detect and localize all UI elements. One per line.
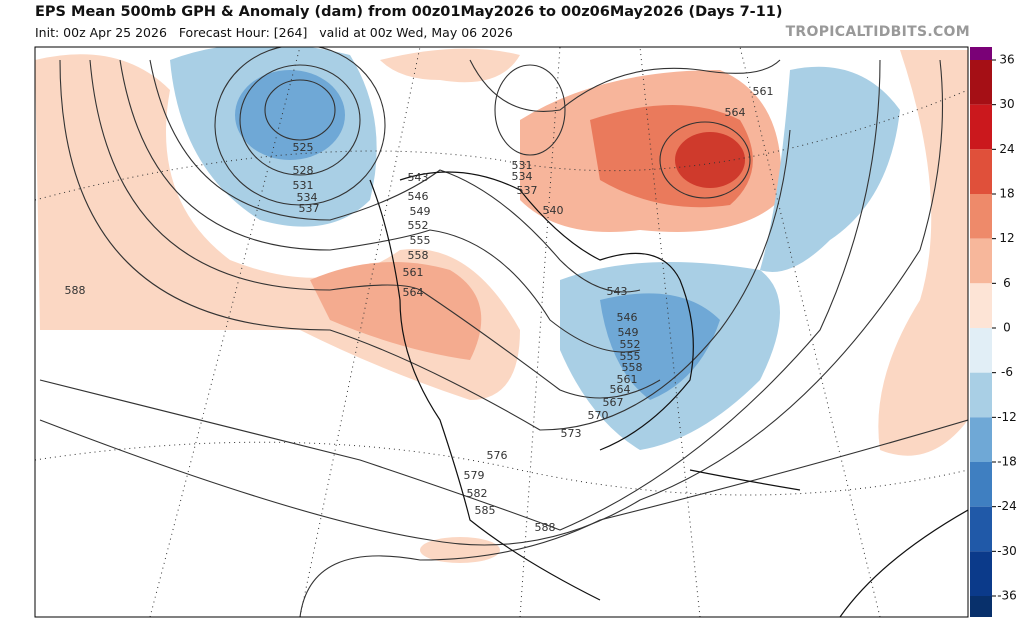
contour-label: 558 (622, 361, 643, 374)
contour-label: 543 (408, 171, 429, 184)
colorbar-label: -6 (1001, 365, 1013, 379)
contour-label: 588 (65, 284, 86, 297)
contour-label: 555 (620, 350, 641, 363)
contour-label: 558 (408, 249, 429, 262)
colorbar-segment (970, 104, 992, 150)
contour-label: 525 (293, 141, 314, 154)
subtitle: Init: 00z Apr 25 2026 Forecast Hour: [26… (35, 25, 513, 40)
contour-label: 549 (410, 205, 431, 218)
contours (39, 47, 968, 617)
contour-label: 531 (512, 159, 533, 172)
colorbar-label: 30 (999, 97, 1014, 111)
contour-labels: 5255285315345375435465495525555585615645… (65, 85, 774, 534)
contour-label: 570 (588, 409, 609, 422)
contour-label: 540 (543, 204, 564, 217)
contour-label: 579 (464, 469, 485, 482)
colorbar-label: -30 (997, 544, 1017, 558)
colorbar-label: 36 (999, 53, 1014, 67)
contour-label: 582 (467, 487, 488, 500)
contour-label: 534 (297, 191, 318, 204)
contour-label: 546 (617, 311, 638, 324)
colorbar-segment (970, 372, 992, 418)
map-border (34, 46, 969, 618)
contour-label: 537 (299, 202, 320, 215)
contour-label: 552 (620, 338, 641, 351)
map-area (35, 47, 968, 617)
colorbar-label: 24 (999, 142, 1014, 156)
colorbar-label: -24 (997, 499, 1017, 513)
contour-label: 561 (753, 85, 774, 98)
anomaly-positive (675, 132, 745, 188)
anomaly-positive (310, 262, 482, 360)
anomaly-negative (235, 70, 345, 160)
colorbar-cap (970, 47, 992, 60)
colorbar-segment (970, 283, 992, 328)
colorbar-cap (970, 596, 992, 617)
contour-label: 564 (610, 383, 631, 396)
latitude-line (35, 89, 968, 201)
colorbar-label: -18 (997, 455, 1017, 469)
colorbar-segment (970, 60, 992, 105)
colorbar-segment (970, 462, 992, 507)
contour-label: 534 (512, 170, 533, 183)
colorbar-segment (970, 238, 992, 284)
contour-label: 567 (603, 396, 624, 409)
colorbar-segment (970, 194, 992, 239)
contour-label: 531 (293, 179, 314, 192)
title: EPS Mean 500mb GPH & Anomaly (dam) from … (35, 4, 783, 20)
colorbar-label: -12 (997, 410, 1017, 424)
colorbar-segment (970, 506, 992, 552)
contour-label: 564 (725, 106, 746, 119)
colorbar-segment (970, 328, 992, 373)
contour-label: 573 (561, 427, 582, 440)
contour-label: 564 (403, 286, 424, 299)
colorbar-label: 0 (1003, 321, 1011, 335)
anomaly-positive (380, 48, 520, 83)
contour-label: 549 (618, 326, 639, 339)
colorbar-label: 12 (999, 231, 1014, 245)
anomaly-positive (878, 50, 968, 456)
watermark: TROPICALTIDBITS.COM (785, 24, 970, 40)
contour-label: 576 (487, 449, 508, 462)
longitude-line (149, 47, 881, 617)
colorbar: 36 30 24 18 12 6 0 -6 -12 -18 -24 -30 -36 (970, 53, 1017, 603)
colorbar-segment (970, 551, 992, 596)
contour-label: 555 (410, 234, 431, 247)
contour-label: 561 (617, 373, 638, 386)
contour-label: 588 (535, 521, 556, 534)
contour-label: 585 (475, 504, 496, 517)
colorbar-label: 18 (999, 187, 1014, 201)
colorbar-segment (970, 149, 992, 194)
anomaly-negative (600, 293, 720, 400)
contour-label: 561 (403, 266, 424, 279)
contour-label: 537 (517, 184, 538, 197)
anomaly-negative (760, 66, 900, 273)
contour-label: 528 (293, 164, 314, 177)
coastline (369, 171, 968, 617)
colorbar-label: -36 (997, 589, 1017, 603)
contour-label: 543 (607, 285, 628, 298)
contour-label: 552 (408, 219, 429, 232)
colorbar-label: 6 (1003, 276, 1011, 290)
colorbar-segment (970, 417, 992, 462)
contour-label: 546 (408, 190, 429, 203)
